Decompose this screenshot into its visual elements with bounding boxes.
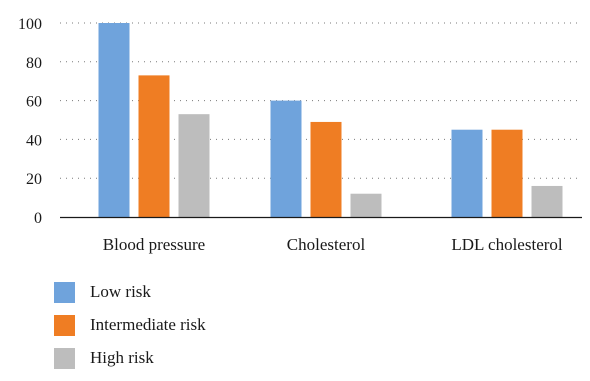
bars bbox=[98, 23, 563, 217]
legend-item-intermediate-risk: Intermediate risk bbox=[54, 314, 206, 336]
legend-swatch-high-risk bbox=[54, 347, 75, 369]
legend: Low risk Intermediate risk High risk bbox=[54, 281, 206, 381]
bar-low-risk-cholesterol bbox=[270, 100, 302, 217]
legend-swatch-intermediate-risk bbox=[54, 314, 75, 336]
bar-intermediate-risk-cholesterol bbox=[310, 121, 342, 217]
bar-high-risk-blood-pressure bbox=[178, 114, 210, 217]
legend-item-high-risk: High risk bbox=[54, 347, 206, 369]
legend-item-low-risk: Low risk bbox=[54, 281, 206, 303]
bar-low-risk-ldl-cholesterol bbox=[451, 129, 483, 217]
bar-low-risk-blood-pressure bbox=[98, 23, 130, 217]
y-tick-label: 60 bbox=[26, 94, 42, 111]
y-tick-label: 0 bbox=[34, 210, 42, 227]
legend-swatch-low-risk bbox=[54, 281, 75, 303]
y-tick-label: 20 bbox=[26, 171, 42, 188]
y-tick-label: 80 bbox=[26, 55, 42, 72]
x-tick-label: Cholesterol bbox=[287, 235, 366, 254]
y-tick-label: 40 bbox=[26, 132, 42, 149]
axes: 0 20 40 60 80 100 Blood pressure Cholesterol LDL… bbox=[18, 16, 582, 254]
bar-high-risk-cholesterol bbox=[350, 193, 382, 217]
x-tick-label: Blood pressure bbox=[103, 235, 205, 254]
bar-high-risk-ldl-cholesterol bbox=[531, 185, 563, 217]
legend-label-high-risk: High risk bbox=[90, 348, 154, 367]
y-tick-label: 100 bbox=[18, 16, 42, 33]
bar-intermediate-risk-ldl-cholesterol bbox=[491, 129, 523, 217]
legend-label-intermediate-risk: Intermediate risk bbox=[90, 315, 206, 334]
bar-chart: 0 20 40 60 80 100 Blood pressure Cholesterol LDL… bbox=[18, 16, 582, 254]
legend-label-low-risk: Low risk bbox=[90, 282, 151, 301]
bar-intermediate-risk-blood-pressure bbox=[138, 75, 170, 217]
x-tick-label: LDL cholesterol bbox=[451, 235, 563, 254]
